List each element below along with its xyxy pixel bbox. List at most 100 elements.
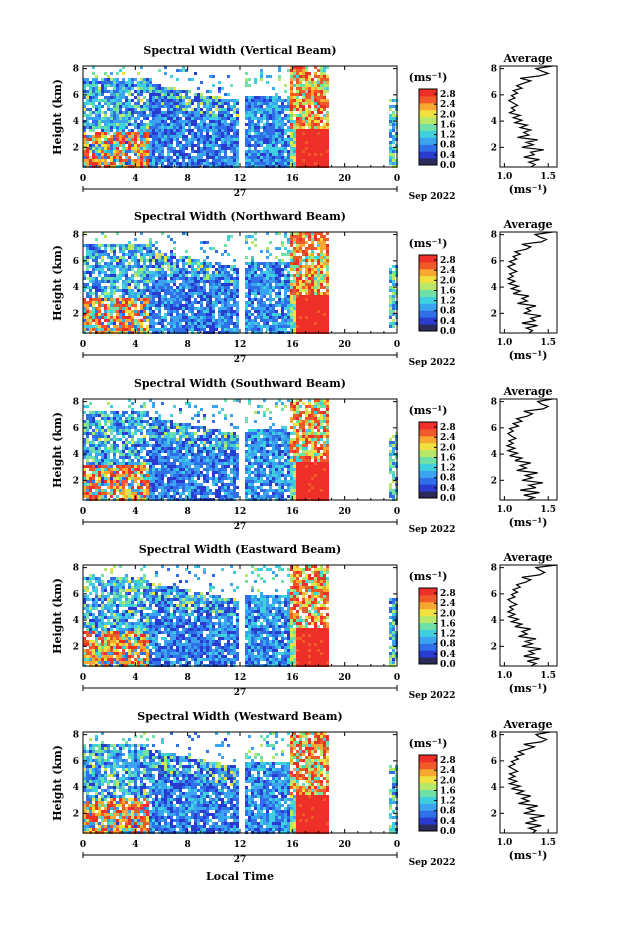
heatmap-cell (326, 292, 329, 295)
heatmap-cell (206, 310, 209, 313)
heatmap-cell (86, 108, 89, 111)
heatmap-cell (89, 289, 92, 292)
heatmap-cell (236, 132, 239, 135)
heatmap-cell (392, 162, 395, 165)
heatmap-cell (116, 126, 119, 129)
heatmap-cell (101, 304, 104, 307)
heatmap-cell (113, 468, 116, 471)
heatmap-cell (251, 162, 254, 165)
heatmap-cell (296, 289, 299, 292)
heatmap-cell (392, 99, 395, 102)
heatmap-cell (182, 304, 185, 307)
heatmap-cell (89, 417, 92, 420)
heatmap-cell (209, 102, 212, 105)
heatmap-cell (197, 105, 200, 108)
heatmap-cell (317, 141, 320, 144)
heatmap-cell (134, 411, 137, 414)
heatmap-cell (272, 265, 275, 268)
heatmap-cell (188, 123, 191, 126)
heatmap-cell (98, 120, 101, 123)
heatmap-cell (191, 280, 194, 283)
heatmap-cell (98, 147, 101, 150)
heatmap-cell (137, 414, 140, 417)
heatmap-cell (182, 295, 185, 298)
x-tick-label: 8 (185, 340, 191, 350)
heatmap-cell (89, 420, 92, 423)
heatmap-cell (92, 313, 95, 316)
heatmap-cell (218, 319, 221, 322)
heatmap-cell (311, 93, 314, 96)
heatmap-cell (125, 117, 128, 120)
heatmap-cell (113, 138, 116, 141)
heatmap-cell (92, 159, 95, 162)
heatmap-cell (308, 138, 311, 141)
heatmap-cell (98, 322, 101, 325)
heatmap-cell (140, 477, 143, 480)
heatmap-cell (281, 241, 284, 244)
heatmap-cell (323, 108, 326, 111)
heatmap-cell (164, 117, 167, 120)
heatmap-cell (272, 328, 275, 331)
heatmap-cell (89, 450, 92, 453)
heatmap-cell (221, 144, 224, 147)
heatmap-cell (149, 99, 152, 102)
colorbar-tick-label: 2.8 (440, 90, 456, 100)
heatmap-cell (317, 292, 320, 295)
heatmap-cell (176, 150, 179, 153)
heatmap-cell (317, 316, 320, 319)
heatmap-cell (263, 132, 266, 135)
heatmap-cell (107, 123, 110, 126)
heatmap-cell (218, 162, 221, 165)
heatmap-cell (89, 253, 92, 256)
heatmap-cell (83, 307, 86, 310)
heatmap-cell (188, 259, 191, 262)
heatmap-cell (302, 114, 305, 117)
heatmap-cell (230, 310, 233, 313)
heatmap-cell (128, 474, 131, 477)
heatmap-cell (131, 277, 134, 280)
heatmap-cell (305, 150, 308, 153)
heatmap-cell (320, 81, 323, 84)
heatmap-cell (119, 462, 122, 465)
heatmap-cell (101, 78, 104, 81)
heatmap-cell (143, 292, 146, 295)
heatmap-cell (260, 153, 263, 156)
heatmap-cell (95, 111, 98, 114)
heatmap-cell (203, 262, 206, 265)
heatmap-cell (101, 325, 104, 328)
heatmap-cell (176, 129, 179, 132)
heatmap-cell (248, 298, 251, 301)
heatmap-cell (125, 81, 128, 84)
heatmap-cell (245, 78, 248, 81)
heatmap-cell (278, 232, 281, 235)
heatmap-cell (188, 105, 191, 108)
heatmap-cell (125, 141, 128, 144)
heatmap-cell (116, 280, 119, 283)
heatmap-cell (131, 87, 134, 90)
heatmap-cell (188, 325, 191, 328)
heatmap-cell (272, 322, 275, 325)
heatmap-cell (149, 301, 152, 304)
colorbar-unit: (ms⁻¹) (409, 71, 448, 84)
heatmap-cell (161, 144, 164, 147)
heatmap-cell (191, 322, 194, 325)
heatmap-cell (305, 247, 308, 250)
heatmap-cell (275, 162, 278, 165)
heatmap-cell (389, 289, 392, 292)
heatmap-cell (194, 132, 197, 135)
heatmap-cell (392, 156, 395, 159)
heatmap-cell (254, 295, 257, 298)
heatmap-cell (308, 156, 311, 159)
heatmap-cell (149, 132, 152, 135)
heatmap-cell (302, 301, 305, 304)
heatmap-cell (287, 265, 290, 268)
heatmap-cell (119, 156, 122, 159)
heatmap-cell (164, 141, 167, 144)
heatmap-cell (299, 129, 302, 132)
heatmap-cell (158, 132, 161, 135)
heatmap-cell (311, 150, 314, 153)
heatmap-cell (308, 295, 311, 298)
heatmap-cell (110, 301, 113, 304)
heatmap-cell (260, 141, 263, 144)
heatmap-cell (140, 307, 143, 310)
